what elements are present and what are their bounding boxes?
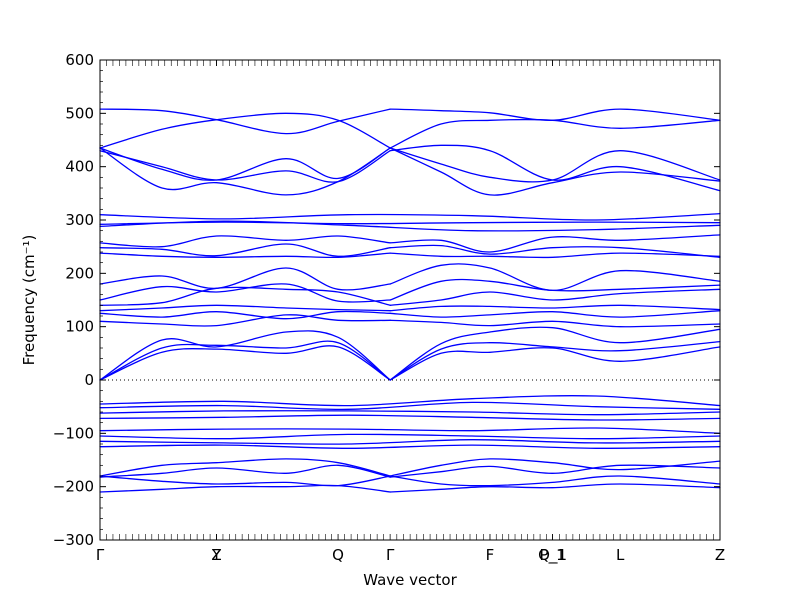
band-line-33 xyxy=(99,340,391,381)
band-line-10 xyxy=(99,212,721,221)
y-tick-label: −100 xyxy=(53,424,94,442)
band-line-37 xyxy=(99,395,721,407)
band-line-50 xyxy=(389,475,721,487)
band-line-31 xyxy=(99,330,391,381)
band-line-47 xyxy=(99,464,391,478)
x-ticks: Γ YZ Q Γ F P_1Q_1 L Z xyxy=(96,60,725,565)
band-line-18 xyxy=(389,252,721,259)
band-line-51 xyxy=(99,484,391,493)
y-tick-label: 400 xyxy=(65,158,94,176)
band-line-4 xyxy=(99,147,391,181)
band-line-24 xyxy=(389,288,721,306)
band-line-27 xyxy=(99,310,391,320)
y-tick-label: 600 xyxy=(65,51,94,69)
band-line-35 xyxy=(99,345,391,381)
x-tick-label-9: Z xyxy=(715,546,725,564)
band-line-32 xyxy=(389,326,721,381)
band-line-43 xyxy=(99,439,721,445)
band-line-14 xyxy=(389,234,721,253)
x-tick-label-5: F xyxy=(486,546,495,564)
band-line-23 xyxy=(99,286,391,306)
x-axis-label: Wave vector xyxy=(363,571,457,589)
x-tick-label-3: Q xyxy=(332,546,344,564)
band-line-29 xyxy=(99,314,391,327)
band-line-20 xyxy=(389,263,721,292)
x-tick-label-1: Y xyxy=(211,546,222,564)
y-tick-label: 200 xyxy=(65,264,94,282)
band-line-41 xyxy=(99,427,721,434)
band-line-30 xyxy=(389,319,721,328)
band-line-3 xyxy=(389,108,721,121)
band-line-15 xyxy=(99,243,391,257)
band-lines xyxy=(99,108,721,493)
band-line-2 xyxy=(99,108,391,135)
x-tick-label-8: L xyxy=(616,546,625,564)
band-line-44 xyxy=(99,444,721,449)
band-line-45 xyxy=(99,458,391,477)
band-line-8 xyxy=(99,150,391,183)
band-line-39 xyxy=(99,410,721,416)
y-tick-label: 300 xyxy=(65,211,94,229)
band-line-5 xyxy=(389,147,721,183)
plot-frame xyxy=(99,59,721,541)
band-line-52 xyxy=(389,483,721,493)
y-tick-label: 500 xyxy=(65,104,94,122)
band-line-16 xyxy=(389,244,721,258)
band-line-11 xyxy=(99,221,721,225)
y-tick-label: −300 xyxy=(53,531,94,549)
band-line-40 xyxy=(99,414,721,421)
band-line-48 xyxy=(389,464,721,478)
x-tick-label-7: Q_1 xyxy=(538,546,567,565)
band-line-28 xyxy=(389,310,721,318)
x-tick-label-0: Γ xyxy=(96,546,105,564)
band-line-13 xyxy=(99,235,391,248)
x-tick-label-6: P_1 xyxy=(540,546,566,565)
band-line-34 xyxy=(389,340,721,381)
y-tick-label: 100 xyxy=(65,318,94,336)
band-line-26 xyxy=(389,304,721,312)
y-ticks: −300 −200 −100 0 100 200 300 400 500 600 xyxy=(53,51,720,549)
band-line-17 xyxy=(99,252,391,259)
y-tick-label: −200 xyxy=(53,478,94,496)
x-tick-label-2: Z xyxy=(211,546,221,564)
band-line-46 xyxy=(389,458,721,477)
x-tick-label-4: Γ xyxy=(386,546,395,564)
y-tick-label: 0 xyxy=(84,371,94,389)
band-line-25 xyxy=(99,304,391,312)
band-line-9 xyxy=(389,144,721,192)
band-line-36 xyxy=(389,346,721,381)
y-axis-label: Frequency (cm⁻¹) xyxy=(20,235,38,366)
band-line-42 xyxy=(99,433,721,440)
band-line-19 xyxy=(99,267,391,291)
band-line-22 xyxy=(389,278,721,301)
band-line-38 xyxy=(99,401,721,411)
band-line-7 xyxy=(389,147,721,196)
band-line-12 xyxy=(99,220,721,232)
